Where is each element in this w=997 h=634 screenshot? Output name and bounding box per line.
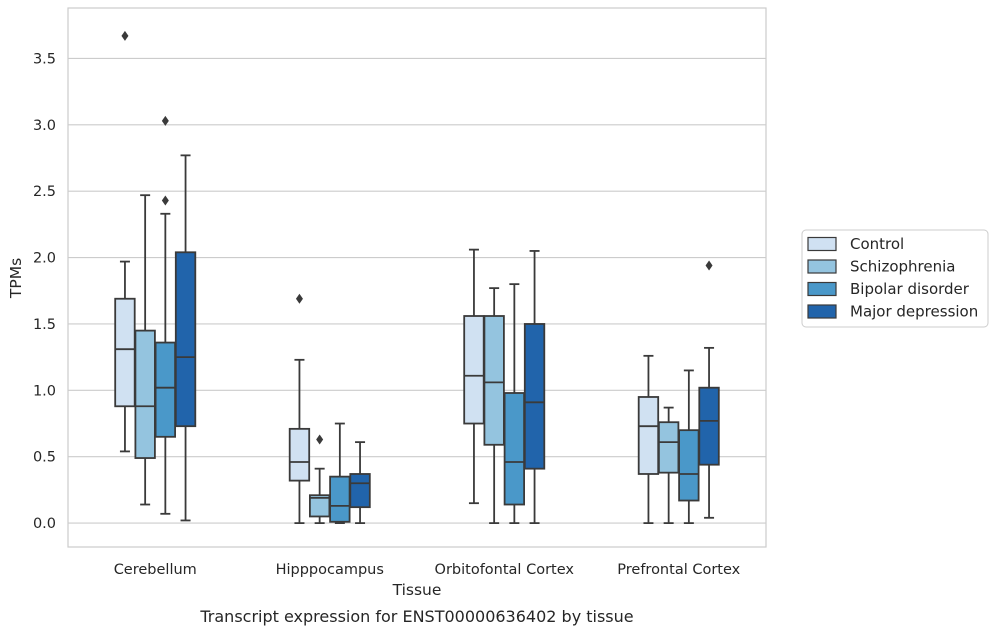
box-group bbox=[114, 30, 197, 522]
y-tick-label: 0.5 bbox=[33, 450, 56, 466]
iqr-box bbox=[523, 323, 546, 470]
outlier-point bbox=[316, 434, 324, 445]
y-tick-label: 0.0 bbox=[33, 516, 56, 532]
iqr-box bbox=[154, 341, 177, 438]
y-tick-label: 1.0 bbox=[33, 383, 56, 399]
y-tick-labels: 0.0 0.5 1.0 1.5 2.0 2.5 3.0 3.5 bbox=[33, 51, 56, 532]
legend-label: Schizophrenia bbox=[850, 258, 955, 276]
outlier-point bbox=[161, 115, 169, 126]
iqr-box bbox=[698, 386, 720, 466]
x-axis-title: Tissue bbox=[392, 581, 442, 599]
iqr-box bbox=[637, 396, 660, 475]
figure-caption: Transcript expression for ENST0000063640… bbox=[199, 607, 633, 626]
iqr-box bbox=[483, 315, 505, 446]
x-tick-label: Orbitofontal Cortex bbox=[435, 562, 575, 578]
iqr-box bbox=[349, 473, 371, 509]
legend-swatch bbox=[807, 236, 837, 252]
iqr-box bbox=[503, 392, 526, 506]
x-tick-label: Prefrontal Cortex bbox=[617, 562, 740, 578]
y-tick-label: 3.0 bbox=[33, 118, 56, 134]
outlier-point bbox=[161, 195, 169, 206]
iqr-box bbox=[114, 297, 136, 408]
legend-swatch bbox=[807, 304, 837, 319]
y-tick-label: 3.5 bbox=[33, 51, 56, 67]
x-tick-label: Hipppocampus bbox=[276, 562, 384, 578]
box-group bbox=[288, 293, 371, 525]
y-axis-title: TPMs bbox=[7, 258, 25, 299]
y-tick-label: 1.5 bbox=[33, 317, 56, 333]
iqr-box bbox=[678, 429, 700, 502]
iqr-box bbox=[174, 251, 197, 428]
box-group bbox=[637, 260, 720, 525]
box-groups bbox=[114, 30, 720, 525]
x-tick-label: Cerebellum bbox=[114, 562, 197, 578]
legend-frame bbox=[801, 229, 989, 328]
legend-swatch bbox=[807, 281, 837, 297]
legend-label: Control bbox=[850, 235, 904, 253]
plot-frame bbox=[67, 7, 767, 548]
iqr-box bbox=[134, 329, 156, 459]
iqr-box bbox=[329, 475, 351, 523]
legend-swatch bbox=[807, 259, 837, 274]
legend-label: Major depression bbox=[850, 303, 978, 321]
legend: Control Schizophrenia Bipolar disorder Majo… bbox=[801, 229, 989, 328]
iqr-box bbox=[288, 427, 311, 482]
outlier-point bbox=[121, 30, 129, 41]
box-group bbox=[463, 248, 546, 525]
iqr-box bbox=[463, 315, 485, 425]
x-tick-labels: Cerebellum Hipppocampus Orbitofontal Corte… bbox=[114, 562, 741, 578]
outlier-point bbox=[705, 260, 713, 271]
y-tick-label: 2.0 bbox=[33, 251, 56, 267]
outlier-point bbox=[295, 293, 303, 304]
iqr-box bbox=[658, 421, 680, 474]
y-tick-label: 2.5 bbox=[33, 184, 56, 200]
legend-label: Bipolar disorder bbox=[850, 280, 970, 298]
